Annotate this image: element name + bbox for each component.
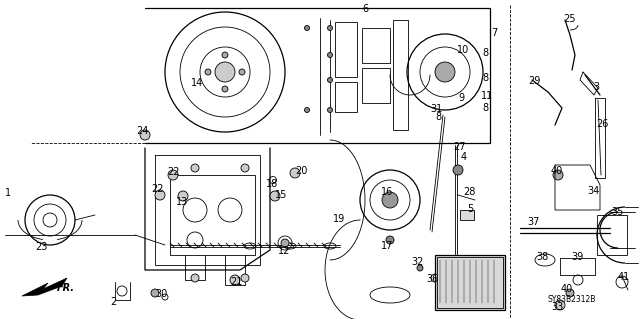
Text: 34: 34 [587, 186, 599, 196]
Text: 27: 27 [452, 142, 465, 152]
Circle shape [222, 86, 228, 92]
Circle shape [178, 191, 188, 201]
Text: 36: 36 [426, 274, 438, 284]
Circle shape [241, 164, 249, 172]
Circle shape [230, 275, 240, 285]
Text: 24: 24 [136, 126, 148, 136]
Text: 40: 40 [561, 284, 573, 294]
Circle shape [191, 274, 199, 282]
Text: 41: 41 [618, 272, 630, 282]
Text: 22: 22 [151, 184, 163, 194]
Circle shape [417, 265, 423, 271]
Bar [335, 82, 357, 112]
Bar [362, 28, 390, 63]
Circle shape [191, 164, 199, 172]
Text: 6: 6 [362, 4, 368, 14]
Text: 2: 2 [110, 297, 116, 307]
Text: 13: 13 [176, 197, 188, 207]
Text: 10: 10 [457, 45, 469, 55]
Circle shape [222, 52, 228, 58]
Circle shape [328, 53, 333, 57]
Text: 15: 15 [275, 190, 287, 200]
Text: 8: 8 [482, 73, 488, 83]
Text: 8: 8 [435, 112, 441, 122]
Text: SY83B2312B: SY83B2312B [547, 294, 595, 303]
Circle shape [151, 289, 159, 297]
Text: 28: 28 [463, 187, 475, 197]
Text: 8: 8 [482, 103, 488, 113]
Text: 16: 16 [381, 187, 393, 197]
Circle shape [453, 165, 463, 175]
Text: 38: 38 [536, 252, 548, 262]
Circle shape [566, 289, 574, 297]
Circle shape [386, 236, 394, 244]
Circle shape [382, 192, 398, 208]
Text: 21: 21 [230, 277, 242, 287]
Circle shape [140, 130, 150, 140]
Circle shape [555, 300, 565, 310]
Circle shape [155, 190, 165, 200]
Text: 20: 20 [295, 166, 307, 176]
Text: 7: 7 [491, 28, 497, 38]
Bar [597, 215, 627, 255]
Bar [335, 22, 357, 77]
Text: 37: 37 [528, 217, 540, 227]
Circle shape [270, 191, 280, 201]
Text: 14: 14 [191, 78, 203, 88]
Text: 39: 39 [571, 252, 583, 262]
Text: 5: 5 [467, 204, 473, 214]
Text: 30: 30 [155, 289, 167, 299]
Text: FR.: FR. [57, 283, 75, 293]
Text: 12: 12 [278, 246, 290, 256]
Text: 8: 8 [482, 48, 488, 58]
Circle shape [553, 170, 563, 180]
Text: 3: 3 [593, 82, 599, 92]
Text: 19: 19 [333, 214, 345, 224]
Text: 25: 25 [563, 14, 575, 24]
Text: 17: 17 [381, 241, 393, 251]
Text: 31: 31 [430, 104, 442, 114]
Circle shape [305, 108, 310, 113]
Bar [435, 255, 505, 310]
Circle shape [215, 62, 235, 82]
Text: 18: 18 [266, 179, 278, 189]
Text: 26: 26 [596, 119, 608, 129]
Text: 4: 4 [461, 152, 467, 162]
Circle shape [168, 170, 178, 180]
Circle shape [239, 69, 245, 75]
Text: 9: 9 [458, 93, 464, 103]
Bar [362, 68, 390, 103]
Polygon shape [22, 278, 67, 296]
Circle shape [328, 26, 333, 31]
Text: 1: 1 [5, 188, 11, 198]
Bar [393, 20, 408, 130]
Text: 11: 11 [481, 91, 493, 101]
Text: 32: 32 [411, 257, 423, 267]
Circle shape [435, 62, 455, 82]
Bar [460, 210, 474, 220]
Text: 35: 35 [611, 207, 623, 217]
Text: 33: 33 [551, 302, 563, 312]
Circle shape [328, 78, 333, 83]
Text: 23: 23 [35, 242, 47, 252]
Circle shape [241, 274, 249, 282]
Circle shape [328, 108, 333, 113]
Text: 40: 40 [551, 166, 563, 176]
Circle shape [305, 26, 310, 31]
Bar [437, 257, 503, 308]
Circle shape [290, 168, 300, 178]
Circle shape [281, 239, 289, 247]
Circle shape [205, 69, 211, 75]
Text: 22: 22 [168, 167, 180, 177]
Text: 29: 29 [528, 76, 540, 86]
